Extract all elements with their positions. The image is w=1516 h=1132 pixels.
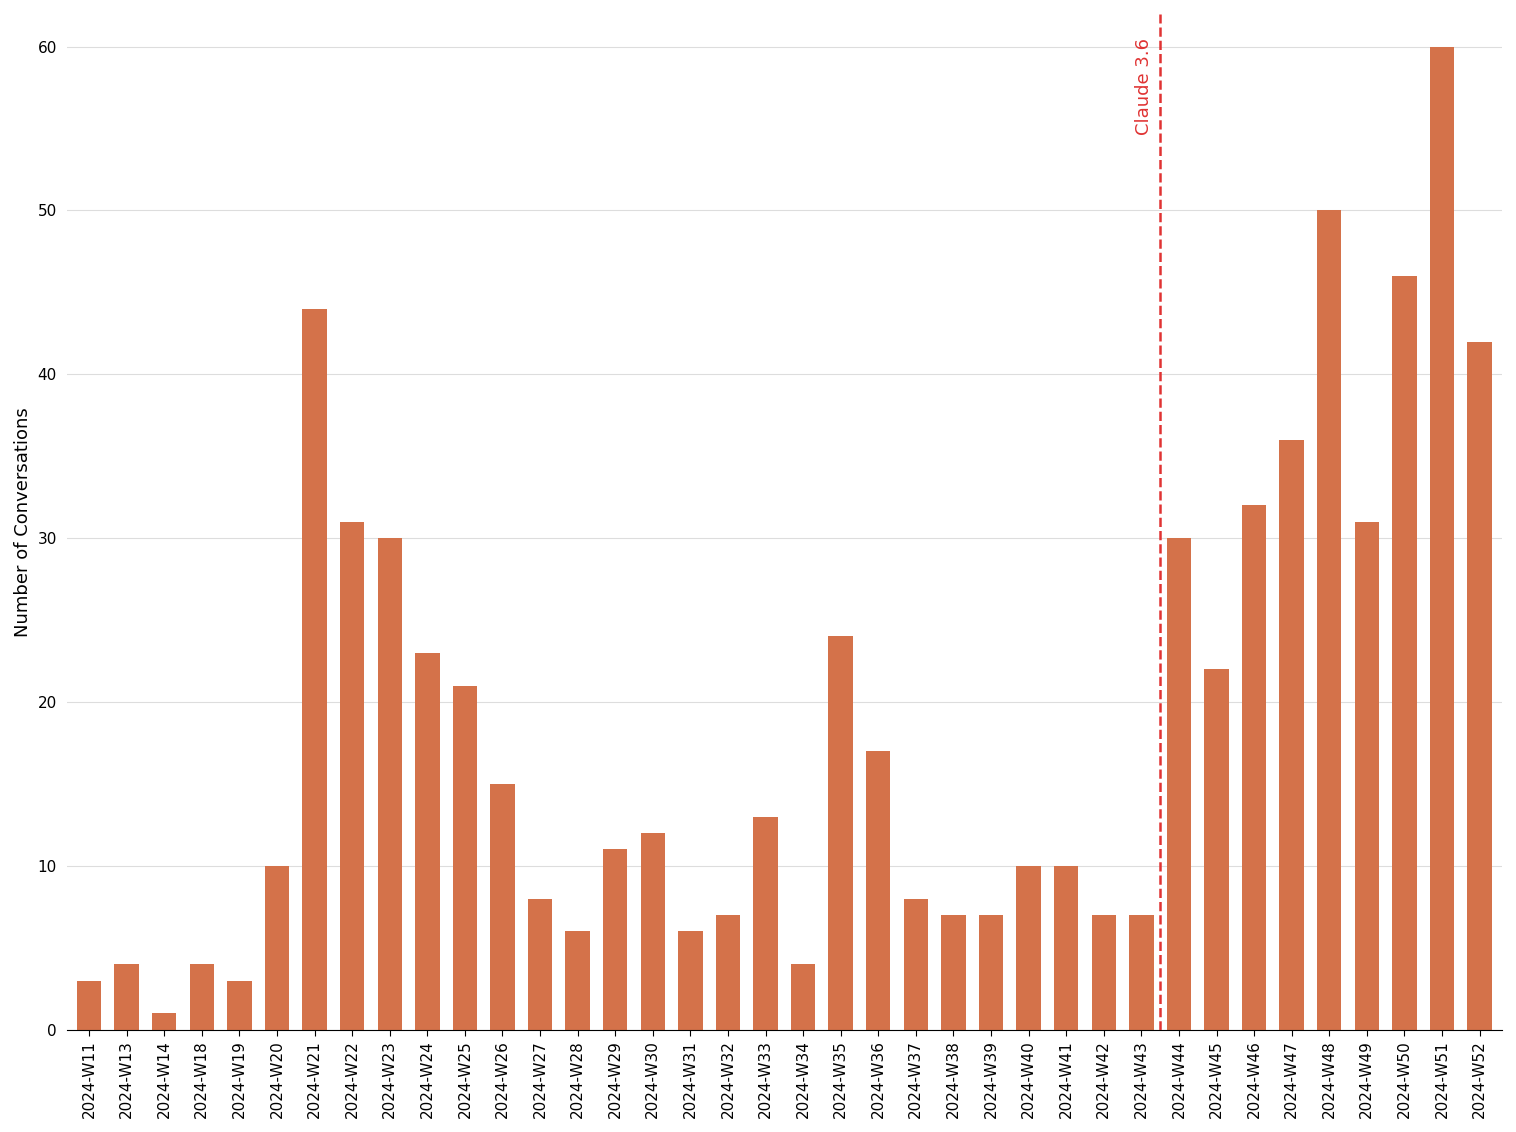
Bar [904, 899, 928, 1030]
Bar [979, 915, 1004, 1030]
Y-axis label: Number of Conversations: Number of Conversations [14, 406, 32, 636]
Text: Claude 3.6: Claude 3.6 [1134, 38, 1152, 136]
Bar [302, 309, 327, 1030]
Bar [114, 964, 139, 1030]
Bar [190, 964, 214, 1030]
Bar [1430, 46, 1454, 1030]
Bar [490, 784, 515, 1030]
Bar [227, 980, 252, 1030]
Bar [565, 932, 590, 1030]
Bar [828, 636, 854, 1030]
Bar [753, 816, 778, 1030]
Bar [791, 964, 816, 1030]
Bar [340, 522, 364, 1030]
Bar [716, 915, 740, 1030]
Bar [1467, 342, 1492, 1030]
Bar [1317, 211, 1342, 1030]
Bar [678, 932, 702, 1030]
Bar [415, 653, 440, 1030]
Bar [1092, 915, 1116, 1030]
Bar [1054, 866, 1078, 1030]
Bar [1167, 538, 1192, 1030]
Bar [603, 849, 628, 1030]
Bar [1204, 669, 1228, 1030]
Bar [152, 1013, 176, 1030]
Bar [941, 915, 966, 1030]
Bar [377, 538, 402, 1030]
Bar [1016, 866, 1041, 1030]
Bar [265, 866, 290, 1030]
Bar [1129, 915, 1154, 1030]
Bar [77, 980, 102, 1030]
Bar [1355, 522, 1380, 1030]
Bar [453, 686, 478, 1030]
Bar [866, 752, 890, 1030]
Bar [528, 899, 552, 1030]
Bar [641, 833, 666, 1030]
Bar [1392, 276, 1416, 1030]
Bar [1242, 505, 1266, 1030]
Bar [1280, 440, 1304, 1030]
